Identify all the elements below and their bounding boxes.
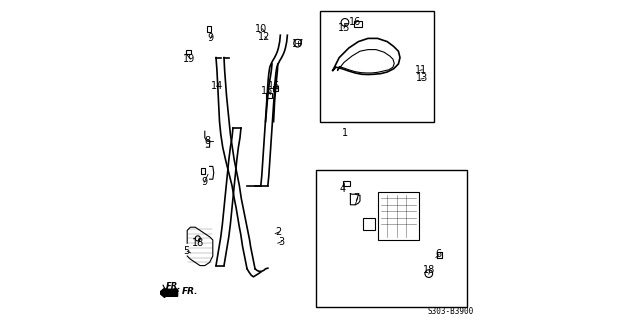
Text: 9: 9 (207, 33, 214, 44)
Text: 7: 7 (353, 193, 359, 203)
Text: FR.: FR. (166, 282, 181, 291)
Bar (320, 11, 434, 122)
Bar (266, 93, 272, 98)
Text: 8: 8 (204, 136, 211, 146)
Text: 14: 14 (211, 81, 223, 92)
Text: 12: 12 (257, 32, 270, 42)
Text: S303-B3900: S303-B3900 (428, 307, 474, 316)
Bar (343, 181, 350, 186)
Text: 15: 15 (338, 23, 351, 33)
Bar (273, 86, 278, 91)
Bar (364, 218, 375, 230)
FancyArrow shape (159, 288, 178, 298)
Text: 4: 4 (340, 184, 346, 194)
Text: 3: 3 (278, 236, 284, 247)
Text: 19: 19 (183, 54, 196, 64)
Text: 5: 5 (183, 246, 189, 256)
Text: FR.: FR. (182, 287, 198, 296)
Bar (355, 21, 362, 27)
Text: 6: 6 (435, 249, 442, 260)
Text: 11: 11 (415, 65, 427, 75)
Text: 15: 15 (260, 86, 273, 96)
Text: 1: 1 (342, 128, 348, 138)
Bar (378, 192, 419, 240)
Text: 17: 17 (292, 39, 305, 49)
Bar (316, 170, 467, 307)
Text: 18: 18 (422, 265, 435, 276)
Text: 13: 13 (416, 73, 429, 84)
Text: 16: 16 (349, 17, 361, 28)
Text: 10: 10 (255, 24, 268, 34)
Text: 9: 9 (201, 177, 207, 188)
Text: 16: 16 (268, 81, 281, 91)
Text: 18: 18 (191, 237, 204, 248)
Text: 2: 2 (275, 227, 282, 237)
